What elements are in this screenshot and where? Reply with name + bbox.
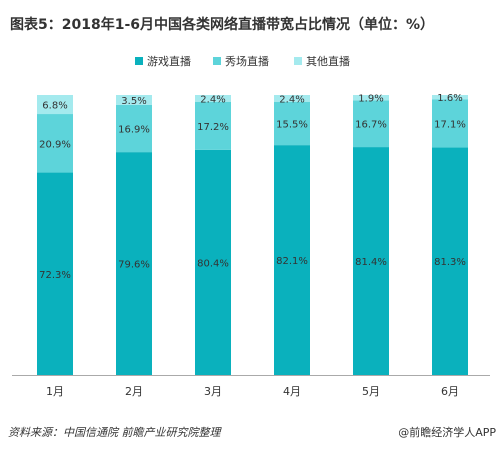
data-label-series-other-2: 3.5% [121, 96, 146, 107]
bar-series-game-4 [274, 145, 310, 375]
data-label-series-game-5: 81.4% [355, 257, 387, 268]
bar-series-other-2 [116, 95, 152, 105]
legend-label-series-other: 其他直播 [306, 54, 350, 68]
bar-series-game-1 [37, 172, 73, 375]
data-label-series-game-2: 79.6% [118, 260, 150, 271]
source-note: 资料来源：中国信通院 前瞻产业研究院整理 [8, 426, 221, 439]
bar-series-show-6 [432, 99, 468, 148]
x-tick-labels: 1月 2月 3月 4月 5月 6月 [46, 385, 459, 398]
x-tick-label-3: 3月 [204, 385, 222, 398]
data-label-series-game-1: 72.3% [39, 270, 71, 281]
bar-series-show-5 [353, 100, 389, 148]
data-label-series-show-6: 17.1% [434, 119, 466, 130]
bar-series-show-3 [195, 101, 231, 150]
bar-series-game-6 [432, 147, 468, 375]
legend-swatch-series-other [294, 57, 302, 65]
legend: 游戏直播 秀场直播 其他直播 [135, 54, 350, 68]
data-label-series-game-3: 80.4% [197, 258, 229, 269]
x-tick-label-6: 6月 [441, 385, 459, 398]
data-label-series-other-3: 2.4% [200, 94, 225, 105]
bar-series-other-1 [37, 95, 73, 115]
bar-series-other-4 [274, 95, 310, 102]
legend-label-series-game: 游戏直播 [147, 54, 191, 68]
x-tick-label-4: 4月 [283, 385, 301, 398]
bar-series-show-1 [37, 114, 73, 173]
data-label-series-show-2: 16.9% [118, 124, 150, 135]
chart-title: 图表5：2018年1-6月中国各类网络直播带宽占比情况（单位：%） [10, 17, 435, 33]
data-label-series-game-4: 82.1% [276, 256, 308, 267]
data-label-series-other-5: 1.9% [358, 94, 383, 105]
legend-swatch-series-show [213, 57, 221, 65]
data-label-series-show-4: 15.5% [276, 119, 308, 130]
bar-series-game-5 [353, 147, 389, 375]
legend-swatch-series-game [135, 57, 143, 65]
data-label-series-show-5: 16.7% [355, 120, 387, 131]
legend-label-series-show: 秀场直播 [225, 54, 269, 68]
data-label-series-game-6: 81.3% [434, 257, 466, 268]
bar-series-show-4 [274, 101, 310, 146]
bar-series-other-5 [353, 95, 389, 101]
data-label-series-other-1: 6.8% [42, 101, 67, 112]
x-tick-label-1: 1月 [46, 385, 64, 398]
data-label-series-other-6: 1.6% [437, 93, 462, 104]
bar-series-show-2 [116, 104, 152, 153]
x-tick-label-2: 2月 [125, 385, 143, 398]
bar-series-other-3 [195, 95, 231, 102]
bars: 72.3% 20.9% 6.8% 79.6% 16.9% 3.5% 80.4% 17.2% 2.… [37, 93, 468, 375]
brand-credit: @前瞻经济学人APP [398, 426, 496, 439]
bar-series-other-6 [432, 95, 468, 100]
data-label-series-show-3: 17.2% [197, 122, 229, 133]
x-tick-label-5: 5月 [362, 385, 380, 398]
data-label-series-show-1: 20.9% [39, 139, 71, 150]
data-label-series-other-4: 2.4% [279, 94, 304, 105]
bar-series-game-3 [195, 149, 231, 375]
bar-series-game-2 [116, 152, 152, 375]
